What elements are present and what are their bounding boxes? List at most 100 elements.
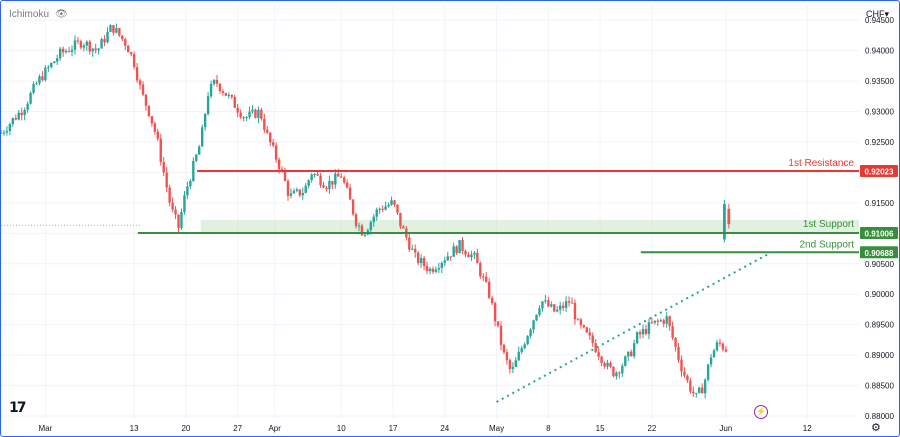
candle-body [600, 356, 603, 363]
candle-body [97, 48, 100, 51]
candle-body [615, 372, 618, 377]
candle-body [727, 208, 731, 225]
candle-body [538, 308, 541, 315]
candle-body [283, 169, 287, 181]
candle-body [230, 94, 233, 97]
candle-body [520, 348, 523, 352]
x-tick-label: 24 [440, 424, 449, 433]
candle-body [153, 123, 157, 132]
price-tag-label: 0.91006 [865, 229, 894, 238]
candle-body [440, 262, 444, 268]
candle-body [340, 176, 343, 178]
candle-body [722, 204, 726, 240]
candle-body [20, 112, 23, 116]
x-tick-label: 22 [647, 424, 656, 433]
candle-body [354, 214, 358, 226]
candle-body [334, 173, 337, 185]
candle-body [452, 246, 455, 257]
x-tick-label: 15 [596, 424, 605, 433]
candle-body [393, 200, 396, 205]
candle-body [425, 265, 429, 272]
candle-body [280, 169, 284, 171]
candle-body [715, 342, 719, 351]
resistance-label: 1st Resistance [788, 158, 854, 169]
candle-body [248, 111, 251, 118]
candle-body [363, 234, 367, 236]
candle-body [162, 161, 165, 173]
candle-body [387, 204, 390, 207]
candle-body [360, 225, 364, 236]
candle-body [251, 109, 254, 112]
candle-body [695, 392, 698, 394]
candle-body [434, 269, 438, 272]
candle-body [307, 180, 310, 186]
candle-body [632, 343, 636, 357]
candle-body [325, 187, 328, 190]
candle-body [292, 190, 296, 194]
candle-body [257, 109, 260, 118]
flash-icon[interactable]: ⚡ [754, 405, 768, 419]
y-tick-label: 0.91500 [865, 199, 894, 208]
candle-body [706, 364, 710, 380]
candle-body [47, 67, 50, 69]
indicator-legend[interactable]: Ichimoku 👁 [9, 9, 68, 20]
y-tick-label: 0.89000 [865, 351, 894, 360]
candle-body [482, 276, 485, 278]
candle-body [703, 379, 707, 394]
candle-body [115, 28, 118, 33]
candle-body [461, 240, 464, 251]
candle-body [183, 195, 186, 213]
candle-body [458, 240, 461, 254]
candle-body [635, 332, 639, 344]
currency-selector[interactable]: CHF▾ [866, 9, 889, 20]
candle-body [198, 146, 201, 155]
candle-body [375, 209, 378, 217]
eye-icon[interactable]: 👁 [55, 9, 68, 20]
candle-body [718, 342, 722, 344]
candle-body [100, 39, 103, 49]
candle-body [328, 180, 331, 190]
candle-body [61, 48, 65, 53]
x-tick-label: 13 [130, 424, 139, 433]
candle-body [79, 41, 83, 48]
candle-body [485, 276, 488, 282]
candle-body [582, 325, 586, 328]
y-tick-label: 0.88000 [865, 412, 894, 421]
candle-body [159, 138, 162, 162]
candle-body [502, 344, 506, 353]
candle-body [38, 76, 41, 84]
candle-body [29, 92, 32, 104]
candle-body [455, 246, 458, 254]
candle-body [467, 254, 470, 258]
candle-body [245, 117, 248, 119]
x-tick-label: 17 [389, 424, 398, 433]
candle-body [94, 48, 97, 51]
candle-body [689, 380, 692, 392]
candle-body [112, 25, 115, 33]
candle-body [254, 109, 257, 118]
candle-body [310, 174, 313, 181]
candle-body [345, 182, 349, 188]
candle-body [260, 109, 263, 119]
candle-body [446, 256, 449, 261]
candle-body [396, 204, 399, 213]
candle-body [668, 316, 671, 327]
support-1-label: 1st Support [803, 219, 854, 230]
candle-body [535, 314, 538, 321]
candle-body [517, 351, 520, 361]
y-tick-label: 0.88500 [865, 382, 894, 391]
y-tick-label: 0.93000 [865, 108, 894, 117]
candle-body [263, 118, 266, 130]
gear-icon[interactable]: ⚙ [871, 422, 881, 434]
candle-body [106, 31, 109, 43]
price-tag-label: 0.90688 [865, 249, 894, 258]
candle-body [493, 303, 497, 322]
candle-body [431, 268, 435, 272]
candle-body [437, 267, 441, 270]
candle-body [556, 309, 559, 312]
candle-body [381, 208, 384, 210]
candle-body [564, 301, 568, 308]
candle-body [206, 96, 210, 114]
price-tag-support [860, 226, 898, 239]
